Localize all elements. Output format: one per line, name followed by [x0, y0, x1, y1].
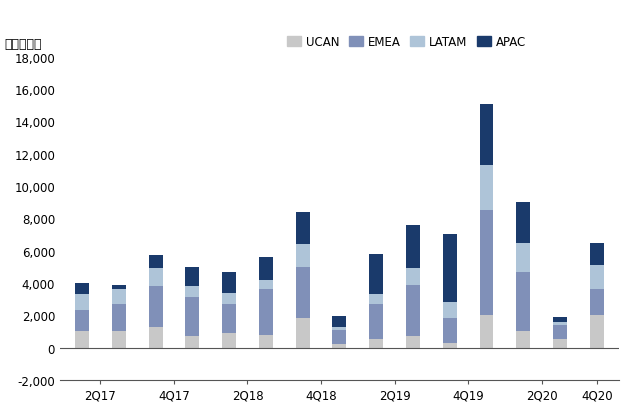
Bar — [479, 211, 493, 316]
Bar — [369, 339, 383, 348]
Bar — [75, 294, 89, 311]
Bar — [295, 244, 309, 267]
Bar — [406, 225, 420, 269]
Bar — [553, 325, 567, 339]
Bar — [185, 337, 199, 348]
Bar — [406, 337, 420, 348]
Bar — [369, 294, 383, 304]
Bar — [259, 290, 273, 335]
Bar — [443, 235, 457, 303]
Bar — [517, 203, 530, 243]
Bar — [443, 343, 457, 348]
Bar — [590, 266, 604, 290]
Bar — [149, 256, 163, 269]
Bar — [222, 333, 236, 348]
Bar — [112, 290, 126, 304]
Bar — [517, 272, 530, 332]
Bar — [406, 269, 420, 285]
Bar — [333, 344, 347, 348]
Bar — [112, 304, 126, 332]
Bar — [149, 327, 163, 348]
Bar — [333, 328, 347, 330]
Bar — [443, 319, 457, 343]
Bar — [295, 212, 309, 244]
Bar — [590, 243, 604, 266]
Bar — [333, 316, 347, 328]
Bar — [222, 293, 236, 304]
Bar — [259, 335, 273, 348]
Bar — [295, 319, 309, 348]
Legend: UCAN, EMEA, LATAM, APAC: UCAN, EMEA, LATAM, APAC — [282, 31, 530, 54]
Bar — [295, 267, 309, 319]
Bar — [479, 316, 493, 348]
Bar — [112, 332, 126, 348]
Bar — [590, 316, 604, 348]
Bar — [75, 283, 89, 294]
Bar — [185, 287, 199, 298]
Bar — [553, 317, 567, 322]
Bar — [369, 254, 383, 294]
Bar — [75, 332, 89, 348]
Bar — [185, 267, 199, 287]
Bar — [479, 166, 493, 211]
Bar — [590, 290, 604, 316]
Bar — [222, 272, 236, 293]
Bar — [406, 285, 420, 337]
Bar — [149, 287, 163, 327]
Bar — [553, 322, 567, 325]
Bar — [333, 330, 347, 344]
Bar — [479, 104, 493, 166]
Text: （백만명）: （백만명） — [4, 38, 42, 51]
Bar — [222, 304, 236, 333]
Bar — [259, 280, 273, 290]
Bar — [517, 332, 530, 348]
Bar — [75, 311, 89, 332]
Bar — [443, 303, 457, 319]
Bar — [112, 285, 126, 290]
Bar — [185, 298, 199, 337]
Bar — [553, 339, 567, 348]
Bar — [369, 304, 383, 339]
Bar — [517, 243, 530, 272]
Bar — [259, 257, 273, 280]
Bar — [149, 269, 163, 287]
